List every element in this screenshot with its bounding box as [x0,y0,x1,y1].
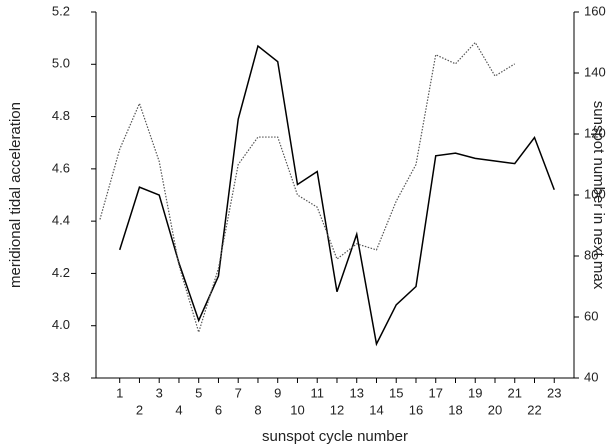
x-tick-label: 14 [369,402,383,417]
y2-tick-label: 100 [584,186,606,201]
x-tick-label: 13 [349,385,363,400]
y-tick-label: 3.8 [52,369,70,384]
x-tick-label: 17 [429,385,443,400]
x-tick-label: 22 [527,402,541,417]
x-tick-label: 8 [254,402,261,417]
x-tick-label: 6 [215,402,222,417]
y2-tick-label: 60 [584,308,598,323]
x-tick-label: 9 [274,385,281,400]
x-tick-label: 10 [290,402,304,417]
x-tick-label: 16 [409,402,423,417]
y-tick-label: 4.6 [52,160,70,175]
x-tick-label: 21 [508,385,522,400]
series-line [99,41,516,335]
x-tick-label: 4 [175,402,182,417]
y-tick-label: 4.0 [52,317,70,332]
y2-axis-label: sunspot number in next max [590,101,607,290]
y-tick-label: 4.4 [52,213,70,228]
x-axis-label: sunspot cycle number [262,428,408,445]
y-tick-label: 4.2 [52,265,70,280]
y2-tick-label: 80 [584,247,598,262]
series-line [118,44,555,347]
x-tick-label: 1 [116,385,123,400]
y2-tick-label: 120 [584,125,606,140]
x-tick-label: 19 [468,385,482,400]
x-tick-label: 5 [195,385,202,400]
x-tick-label: 23 [547,385,561,400]
x-tick-label: 7 [235,385,242,400]
x-tick-label: 15 [389,385,403,400]
y2-tick-label: 40 [584,369,598,384]
y2-tick-label: 140 [584,64,606,79]
x-tick-label: 2 [136,402,143,417]
x-tick-label: 18 [448,402,462,417]
y-tick-label: 4.8 [52,108,70,123]
x-tick-label: 12 [330,402,344,417]
y-tick-label: 5.2 [52,3,70,18]
x-tick-label: 3 [156,385,163,400]
x-tick-label: 20 [488,402,502,417]
y-axis-label: meridional tidal acceleration [7,102,24,288]
x-tick-label: 11 [310,385,324,400]
y-tick-label: 5.0 [52,56,70,71]
y2-tick-label: 160 [584,3,606,18]
